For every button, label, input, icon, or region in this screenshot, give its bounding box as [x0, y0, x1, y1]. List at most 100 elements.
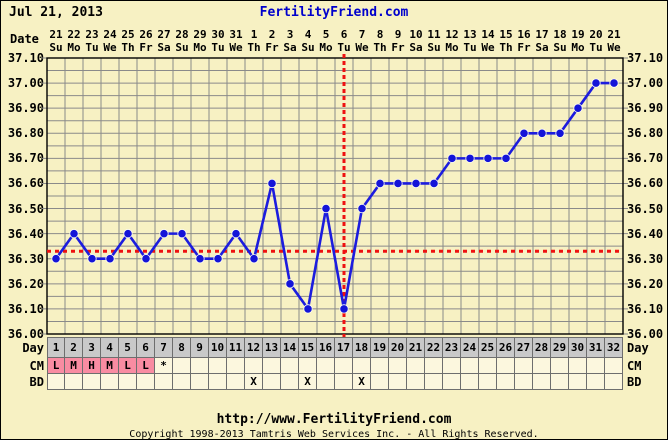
date-label: 26 [139, 28, 153, 41]
y-tick-label: 36.80 [627, 126, 664, 141]
date-label: 1 [250, 28, 258, 41]
weekday-label: Sa [535, 41, 549, 54]
y-tick-label: 36.00 [627, 327, 664, 341]
date-label: 2 [268, 28, 276, 41]
cm-cell [515, 357, 533, 374]
cycle-day-cell: 31 [587, 337, 605, 358]
cycle-day-cell: 11 [227, 337, 245, 358]
y-tick-label: 36.50 [627, 201, 664, 216]
cm-cell [191, 357, 209, 374]
bd-row-label-right: BD [627, 375, 642, 389]
temperature-point [609, 78, 619, 88]
cycle-day-cell: 19 [371, 337, 389, 358]
bd-cell [497, 373, 515, 390]
bd-cell [101, 373, 119, 390]
temperature-point [87, 254, 97, 264]
cm-cell [353, 357, 371, 374]
bd-cell [533, 373, 551, 390]
cycle-day-cell: 14 [281, 337, 299, 358]
weekday-label: We [103, 41, 117, 54]
y-tick-label: 36.30 [627, 251, 664, 266]
cycle-day-cell: 27 [515, 337, 533, 358]
bd-cell: X [299, 373, 317, 390]
cm-cell: L [119, 357, 137, 374]
footer-url-link[interactable]: http://www.FertilityFriend.com [216, 412, 452, 427]
temperature-point [285, 279, 295, 289]
weekday-label: Mo [445, 41, 459, 54]
weekday-label: Th [121, 41, 135, 54]
cycle-day-cell: 25 [479, 337, 497, 358]
cycle-day-cell: 26 [497, 337, 515, 358]
bd-cell [587, 373, 605, 390]
cycle-day-cell: 24 [461, 337, 479, 358]
day-row-label-right: Day [627, 341, 649, 355]
temperature-point [51, 254, 61, 264]
cycle-day-cell: 12 [245, 337, 263, 358]
y-tick-label: 36.30 [7, 251, 44, 266]
y-tick-label: 37.00 [7, 76, 44, 91]
bd-cell [425, 373, 443, 390]
weekday-label: Tu [589, 41, 603, 54]
copyright-text: Copyright 1998-2013 Tamtris Web Services… [129, 429, 539, 440]
temperature-point [195, 254, 205, 264]
date-label: 27 [157, 28, 171, 41]
temperature-point [375, 178, 385, 189]
cm-cell [569, 357, 587, 374]
date-label: 25 [121, 28, 135, 41]
date-label: 29 [193, 28, 207, 41]
weekday-label: Fr [391, 41, 405, 54]
weekday-label: Sa [157, 41, 171, 54]
bd-cell [335, 373, 353, 390]
weekday-label: We [355, 41, 369, 54]
day-row-label-left: Day [22, 341, 44, 355]
weekday-label: Mo [319, 41, 333, 54]
fertilityfriend-site-link[interactable]: FertilityFriend.com [259, 5, 409, 20]
cm-cell [281, 357, 299, 374]
cm-cell [587, 357, 605, 374]
cm-cell [461, 357, 479, 374]
temperature-point [591, 78, 601, 88]
bd-cell [551, 373, 569, 390]
date-label: 30 [211, 28, 225, 41]
y-tick-label: 36.70 [627, 151, 664, 166]
cm-cell [551, 357, 569, 374]
cycle-day-cell: 6 [137, 337, 155, 358]
cm-cell [443, 357, 461, 374]
date-label: 21 [607, 28, 621, 41]
temperature-point [573, 103, 583, 113]
y-tick-label: 36.40 [627, 226, 664, 241]
cm-cell [317, 357, 335, 374]
cycle-day-cell: 29 [551, 337, 569, 358]
date-label: 9 [394, 28, 402, 41]
cm-row-label-right: CM [627, 359, 642, 373]
y-tick-label: 37.00 [627, 76, 664, 91]
date-label: 4 [304, 28, 312, 41]
weekday-label: Su [49, 41, 63, 54]
date-label: 8 [376, 28, 384, 41]
temperature-point [501, 153, 511, 163]
temperature-point [69, 229, 79, 239]
weekday-label: Su [301, 41, 315, 54]
date-label: 7 [358, 28, 366, 41]
weekday-label: Fr [139, 41, 153, 54]
weekday-label: Su [553, 41, 567, 54]
bd-cell [119, 373, 137, 390]
temperature-point [267, 178, 277, 189]
temperature-point [321, 203, 331, 214]
date-label: 5 [322, 28, 330, 41]
bd-cell [443, 373, 461, 390]
cycle-day-cell: 23 [443, 337, 461, 358]
weekday-label: Mo [67, 41, 81, 54]
temperature-point [555, 128, 565, 138]
cm-cell [533, 357, 551, 374]
date-label: 21 [49, 28, 63, 41]
date-label: 14 [481, 28, 495, 41]
temperature-point [339, 304, 349, 314]
bd-cell [569, 373, 587, 390]
cm-cell: L [137, 357, 155, 374]
weekday-label: Th [373, 41, 387, 54]
date-label: 18 [553, 28, 567, 41]
weekday-label: Th [499, 41, 513, 54]
cm-cell: H [83, 357, 101, 374]
